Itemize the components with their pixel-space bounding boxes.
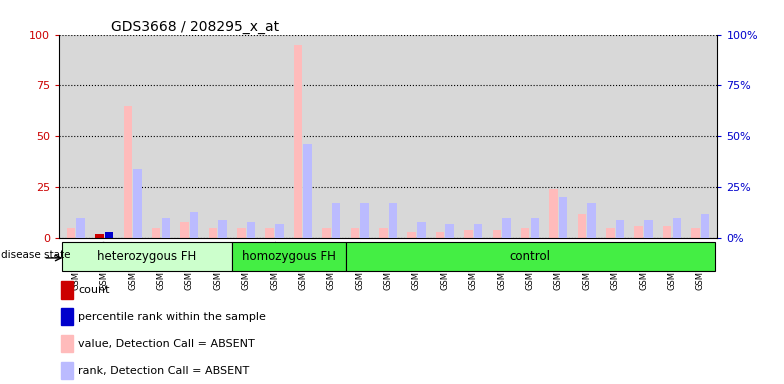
Bar (701, 214, 710, 238)
Bar (76, 218, 85, 238)
Bar (62, 242, 232, 271)
Text: value, Detection Call = ABSENT: value, Detection Call = ABSENT (78, 339, 255, 349)
Bar (445, 224, 454, 238)
Bar (587, 204, 596, 238)
Bar (294, 45, 303, 238)
Text: GDS3668 / 208295_x_at: GDS3668 / 208295_x_at (111, 20, 280, 33)
Bar (389, 204, 397, 238)
Text: homozygous FH: homozygous FH (241, 250, 336, 263)
Bar (346, 242, 714, 271)
Bar (247, 222, 256, 238)
Bar (361, 204, 368, 238)
Bar (60, 308, 72, 325)
Bar (190, 212, 198, 238)
Bar (266, 228, 274, 238)
Bar (162, 218, 170, 238)
Bar (417, 222, 426, 238)
Bar (60, 281, 72, 298)
Bar (673, 218, 681, 238)
Text: percentile rank within the sample: percentile rank within the sample (78, 312, 267, 322)
Bar (237, 228, 245, 238)
Bar (464, 230, 473, 238)
Bar (332, 204, 340, 238)
Bar (379, 228, 387, 238)
Bar (133, 169, 142, 238)
Bar (503, 218, 510, 238)
Bar (60, 335, 72, 352)
Bar (662, 226, 671, 238)
Bar (408, 232, 416, 238)
Bar (606, 228, 615, 238)
Text: disease state: disease state (2, 250, 71, 260)
Bar (180, 222, 189, 238)
Bar (124, 106, 132, 238)
Bar (578, 214, 586, 238)
Bar (559, 197, 568, 238)
Bar (322, 228, 331, 238)
Text: count: count (78, 285, 110, 295)
Text: control: control (510, 250, 550, 263)
Bar (691, 228, 700, 238)
Bar (67, 228, 75, 238)
Bar (350, 228, 359, 238)
Bar (105, 232, 114, 238)
Bar (644, 220, 652, 238)
Bar (550, 189, 558, 238)
Bar (303, 144, 312, 238)
Bar (152, 228, 161, 238)
Bar (521, 228, 529, 238)
Bar (218, 220, 227, 238)
Bar (634, 226, 643, 238)
Bar (492, 230, 501, 238)
Bar (531, 218, 539, 238)
Bar (474, 224, 482, 238)
Bar (60, 362, 72, 379)
Text: rank, Detection Call = ABSENT: rank, Detection Call = ABSENT (78, 366, 249, 376)
Bar (209, 228, 217, 238)
Bar (232, 242, 346, 271)
Bar (95, 234, 103, 238)
Text: heterozygous FH: heterozygous FH (97, 250, 197, 263)
Bar (615, 220, 624, 238)
Bar (436, 232, 445, 238)
Bar (275, 224, 284, 238)
